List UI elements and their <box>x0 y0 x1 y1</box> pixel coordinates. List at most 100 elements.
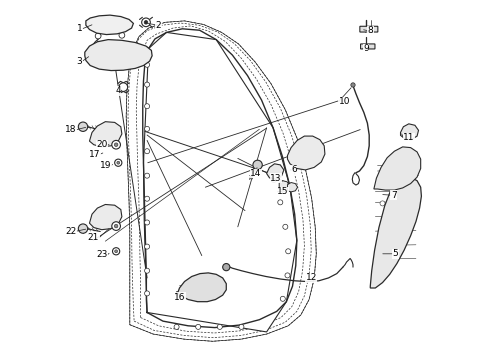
Circle shape <box>391 239 396 244</box>
Text: 8: 8 <box>368 26 373 35</box>
Circle shape <box>94 133 100 139</box>
Circle shape <box>143 47 149 53</box>
Text: 9: 9 <box>363 44 369 53</box>
Circle shape <box>239 324 244 329</box>
Circle shape <box>351 83 355 87</box>
Polygon shape <box>374 147 421 190</box>
Circle shape <box>145 104 149 109</box>
Circle shape <box>271 177 276 183</box>
Circle shape <box>112 140 121 149</box>
Circle shape <box>311 153 317 158</box>
Circle shape <box>78 122 88 131</box>
Polygon shape <box>176 273 226 302</box>
Circle shape <box>404 167 409 172</box>
Circle shape <box>214 285 219 289</box>
Polygon shape <box>279 181 289 190</box>
Circle shape <box>105 54 110 58</box>
Text: 19: 19 <box>99 161 111 170</box>
Circle shape <box>122 47 127 53</box>
Text: 23: 23 <box>96 251 107 259</box>
Circle shape <box>301 151 307 157</box>
Polygon shape <box>288 183 297 192</box>
Text: 2: 2 <box>156 21 161 30</box>
Text: 5: 5 <box>392 249 398 258</box>
Circle shape <box>119 32 125 38</box>
Circle shape <box>145 149 149 154</box>
Circle shape <box>145 62 149 67</box>
Text: 1: 1 <box>76 24 82 33</box>
Circle shape <box>92 47 98 53</box>
FancyBboxPatch shape <box>360 26 378 32</box>
Polygon shape <box>85 40 152 71</box>
Text: 15: 15 <box>277 187 289 196</box>
Circle shape <box>142 18 150 27</box>
Circle shape <box>400 194 405 199</box>
Polygon shape <box>267 164 284 179</box>
Circle shape <box>292 153 297 158</box>
Polygon shape <box>86 15 133 35</box>
Text: 14: 14 <box>250 169 262 178</box>
Circle shape <box>400 214 405 219</box>
Circle shape <box>286 249 291 254</box>
Circle shape <box>174 324 179 329</box>
Circle shape <box>95 54 99 58</box>
Circle shape <box>183 285 188 289</box>
Text: 6: 6 <box>291 165 297 174</box>
Text: 21: 21 <box>88 233 99 242</box>
Circle shape <box>280 296 285 301</box>
Circle shape <box>393 168 398 174</box>
Circle shape <box>117 161 120 164</box>
Text: 17: 17 <box>89 150 100 158</box>
Circle shape <box>116 54 121 58</box>
Circle shape <box>114 224 118 228</box>
Circle shape <box>222 264 230 271</box>
Circle shape <box>109 131 115 137</box>
Circle shape <box>221 285 225 289</box>
Circle shape <box>253 160 262 170</box>
Circle shape <box>145 244 149 249</box>
Circle shape <box>113 248 120 255</box>
Circle shape <box>109 213 115 219</box>
Circle shape <box>193 285 197 289</box>
Circle shape <box>196 324 201 329</box>
Text: 3: 3 <box>76 57 82 66</box>
Circle shape <box>115 250 118 253</box>
Circle shape <box>285 273 290 278</box>
Text: 7: 7 <box>391 191 396 199</box>
Circle shape <box>115 159 122 166</box>
Circle shape <box>380 201 385 206</box>
Circle shape <box>145 268 149 273</box>
Polygon shape <box>90 204 122 230</box>
Circle shape <box>78 224 88 233</box>
Polygon shape <box>126 21 316 341</box>
Circle shape <box>390 196 395 201</box>
Circle shape <box>127 54 131 58</box>
Text: 16: 16 <box>174 292 185 302</box>
Circle shape <box>145 291 149 296</box>
Circle shape <box>144 21 148 24</box>
Circle shape <box>380 225 385 230</box>
Circle shape <box>145 196 149 201</box>
Text: 4: 4 <box>115 86 121 95</box>
Circle shape <box>390 218 395 223</box>
Circle shape <box>112 222 121 230</box>
Circle shape <box>401 233 406 238</box>
Circle shape <box>278 200 283 205</box>
Polygon shape <box>370 176 421 288</box>
Circle shape <box>145 82 149 87</box>
Circle shape <box>204 285 208 289</box>
Circle shape <box>145 126 149 131</box>
Polygon shape <box>90 122 122 147</box>
Polygon shape <box>144 32 297 332</box>
Circle shape <box>414 170 418 175</box>
Polygon shape <box>400 124 418 140</box>
Text: 22: 22 <box>65 227 76 236</box>
Text: 11: 11 <box>403 133 415 142</box>
Circle shape <box>283 224 288 229</box>
Circle shape <box>94 215 100 221</box>
Text: 20: 20 <box>96 140 107 149</box>
Circle shape <box>95 33 101 39</box>
Text: 10: 10 <box>339 97 350 106</box>
Circle shape <box>383 174 388 179</box>
Circle shape <box>138 54 142 58</box>
